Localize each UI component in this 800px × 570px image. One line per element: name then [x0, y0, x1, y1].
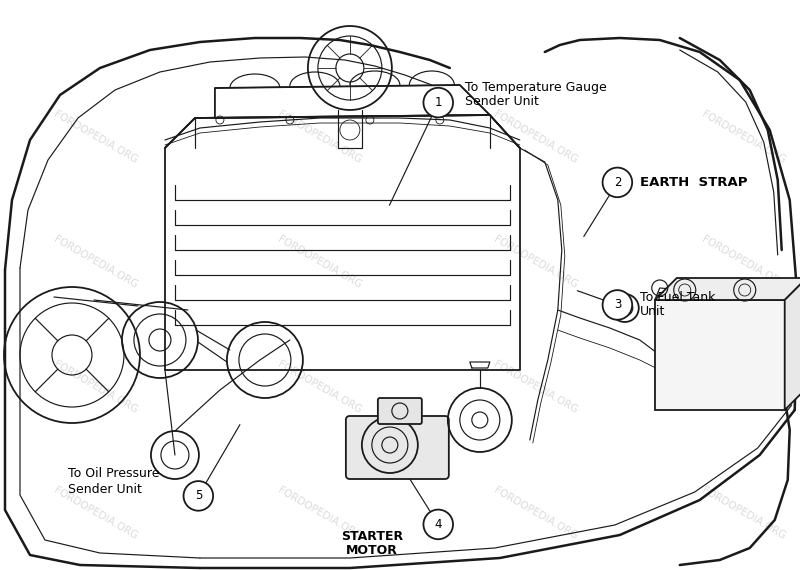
Text: To Oil Pressure: To Oil Pressure — [68, 467, 159, 480]
Text: Sender Unit: Sender Unit — [466, 95, 539, 108]
Text: FORDOPEDIA.ORG: FORDOPEDIA.ORG — [492, 234, 579, 290]
Text: MOTOR: MOTOR — [346, 544, 398, 557]
Text: 2: 2 — [614, 176, 621, 189]
Text: FORDOPEDIA.ORG: FORDOPEDIA.ORG — [700, 234, 787, 290]
FancyBboxPatch shape — [378, 398, 422, 424]
Polygon shape — [654, 278, 800, 300]
Circle shape — [602, 290, 632, 320]
Text: FORDOPEDIA.ORG: FORDOPEDIA.ORG — [492, 109, 579, 165]
Text: FORDOPEDIA.ORG: FORDOPEDIA.ORG — [52, 485, 140, 541]
Text: FORDOPEDIA.ORG: FORDOPEDIA.ORG — [52, 360, 140, 416]
Text: FORDOPEDIA.ORG: FORDOPEDIA.ORG — [276, 109, 363, 165]
Text: FORDOPEDIA.ORG: FORDOPEDIA.ORG — [700, 109, 787, 165]
Text: 4: 4 — [434, 518, 442, 531]
Text: FORDOPEDIA.ORG: FORDOPEDIA.ORG — [52, 234, 140, 290]
Text: 5: 5 — [194, 490, 202, 502]
Text: FORDOPEDIA.ORG: FORDOPEDIA.ORG — [276, 360, 363, 416]
Polygon shape — [785, 278, 800, 410]
Text: Unit: Unit — [640, 306, 665, 319]
Circle shape — [423, 88, 453, 117]
Text: To Fuel Tank: To Fuel Tank — [640, 291, 715, 304]
FancyBboxPatch shape — [346, 416, 449, 479]
Text: EARTH  STRAP: EARTH STRAP — [640, 176, 747, 189]
Text: 3: 3 — [614, 299, 621, 311]
Circle shape — [602, 168, 632, 197]
Text: FORDOPEDIA.ORG: FORDOPEDIA.ORG — [52, 109, 140, 165]
Circle shape — [423, 510, 453, 539]
Text: FORDOPEDIA.ORG: FORDOPEDIA.ORG — [700, 485, 787, 541]
Text: FORDOPEDIA.ORG: FORDOPEDIA.ORG — [276, 234, 363, 290]
Text: Sender Unit: Sender Unit — [68, 483, 142, 496]
Text: To Temperature Gauge: To Temperature Gauge — [466, 80, 607, 93]
Text: 1: 1 — [434, 96, 442, 109]
Bar — [654, 300, 785, 410]
Text: FORDOPEDIA.ORG: FORDOPEDIA.ORG — [700, 360, 787, 416]
Text: FORDOPEDIA.ORG: FORDOPEDIA.ORG — [276, 485, 363, 541]
Text: FORDOPEDIA.ORG: FORDOPEDIA.ORG — [492, 485, 579, 541]
Text: FORDOPEDIA.ORG: FORDOPEDIA.ORG — [492, 360, 579, 416]
Text: STARTER: STARTER — [341, 530, 403, 543]
Circle shape — [183, 481, 213, 511]
